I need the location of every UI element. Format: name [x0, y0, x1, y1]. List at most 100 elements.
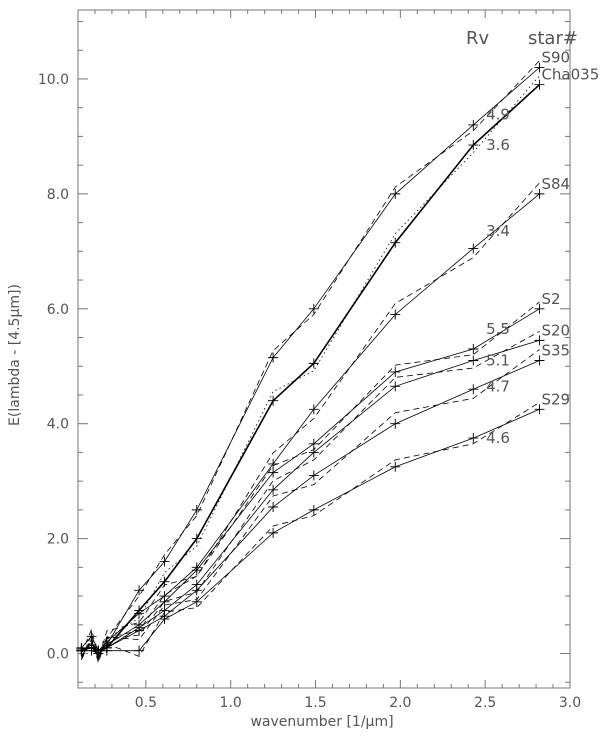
series-S90: S90: [76, 48, 570, 658]
data-point: [534, 188, 545, 199]
rv-column-header: Rv: [466, 28, 490, 49]
data-point: [191, 585, 202, 596]
series-S20: S20: [76, 321, 570, 660]
star-label-S2: S2: [541, 290, 560, 308]
x-tick-label: 2.5: [474, 695, 496, 711]
star-column-header: star#: [528, 28, 578, 49]
data-point: [159, 614, 170, 625]
x-tick-label: 1.0: [220, 695, 242, 711]
y-tick-label: 6.0: [47, 302, 69, 318]
data-point: [268, 352, 279, 363]
data-point: [468, 140, 479, 151]
data-point: [134, 645, 145, 656]
data-point: [268, 484, 279, 495]
x-axis-label: wavenumber [1/μm]: [250, 714, 393, 730]
data-point: [268, 527, 279, 538]
data-point: [268, 395, 279, 406]
data-point: [534, 355, 545, 366]
data-point: [134, 608, 145, 619]
data-point: [534, 62, 545, 73]
x-tick-label: 1.5: [304, 695, 326, 711]
data-point: [308, 447, 319, 458]
data-point: [308, 438, 319, 449]
data-point: [390, 188, 401, 199]
data-point: [159, 596, 170, 607]
data-point: [390, 309, 401, 320]
star-label-S29: S29: [541, 390, 570, 408]
x-tick-label: 2.0: [389, 695, 411, 711]
data-point: [191, 504, 202, 515]
y-tick-label: 10.0: [38, 72, 69, 88]
data-point: [268, 502, 279, 513]
model-line-S84: [81, 182, 540, 662]
series-line-S2: [81, 308, 540, 655]
series-S2: S2: [76, 290, 561, 661]
y-axis-label: E(lambda - [4.5μm]): [7, 284, 23, 426]
rv-label: 5.5: [486, 320, 510, 338]
star-label-S35: S35: [541, 341, 570, 359]
data-point: [308, 470, 319, 481]
data-point: [534, 79, 545, 90]
star-label-S84: S84: [541, 175, 570, 193]
rv-label: 4.9: [486, 106, 510, 124]
star-label-S90: S90: [541, 48, 570, 66]
data-point: [134, 625, 145, 636]
model-line-S29: [81, 402, 540, 658]
rv-label: 3.4: [486, 222, 510, 240]
model-line-S35: [81, 349, 540, 665]
ticks: 0.5 1.0 1.5 2.0 2.5 3.0 0.0 2.0 4.0 6.0 8.0 10.0: [38, 10, 581, 711]
rv-label: 3.6: [486, 136, 510, 154]
series-line-S35: [81, 360, 540, 654]
series-S29: S29: [76, 390, 570, 658]
x-tick-label: 0.5: [135, 695, 157, 711]
series-line-Cha035: [81, 84, 541, 652]
star-label-S20: S20: [541, 321, 570, 339]
series-line-S84: [81, 193, 540, 652]
model-line-Cha035: [81, 75, 540, 660]
axes: [77, 9, 571, 689]
rv-label: 4.6: [486, 429, 510, 447]
plot-frame: [77, 9, 571, 689]
rv-label: 4.7: [486, 377, 510, 395]
model-line-S20: [81, 331, 540, 660]
y-tick-label: 8.0: [47, 187, 69, 203]
data-point: [468, 119, 479, 130]
y-tick-label: 0.0: [47, 647, 69, 663]
rv-label: 5.1: [486, 351, 510, 369]
data-point: [308, 303, 319, 314]
series-Cha035: Cha035: [76, 66, 599, 660]
y-tick-label: 4.0: [47, 417, 69, 433]
series-S84: S84: [76, 175, 570, 662]
data-point: [468, 355, 479, 366]
data-point: [534, 404, 545, 415]
data-point: [534, 303, 545, 314]
data-point: [308, 504, 319, 515]
data-point: [468, 433, 479, 444]
data-point: [134, 585, 145, 596]
data-point: [390, 366, 401, 377]
data-point: [390, 418, 401, 429]
data-point: [308, 404, 319, 415]
data-point: [268, 467, 279, 478]
data-point: [191, 565, 202, 576]
labels: wavenumber [1/μm] E(lambda - [4.5μm]) Rv…: [7, 28, 578, 730]
data-point: [86, 642, 97, 653]
data-point: [468, 243, 479, 254]
data-point: [159, 556, 170, 567]
model-line-S90: [81, 60, 540, 658]
y-tick-label: 2.0: [47, 532, 69, 548]
data-point: [191, 533, 202, 544]
data-point: [468, 384, 479, 395]
data-point: [191, 596, 202, 607]
data-point: [390, 381, 401, 392]
data-point: [534, 335, 545, 346]
star-label-Cha035: Cha035: [541, 66, 599, 84]
model-line-S2: [81, 301, 540, 661]
data-point: [390, 461, 401, 472]
data-point: [76, 645, 87, 656]
data-point: [390, 237, 401, 248]
data-point: [468, 344, 479, 354]
data-point: [101, 645, 112, 656]
